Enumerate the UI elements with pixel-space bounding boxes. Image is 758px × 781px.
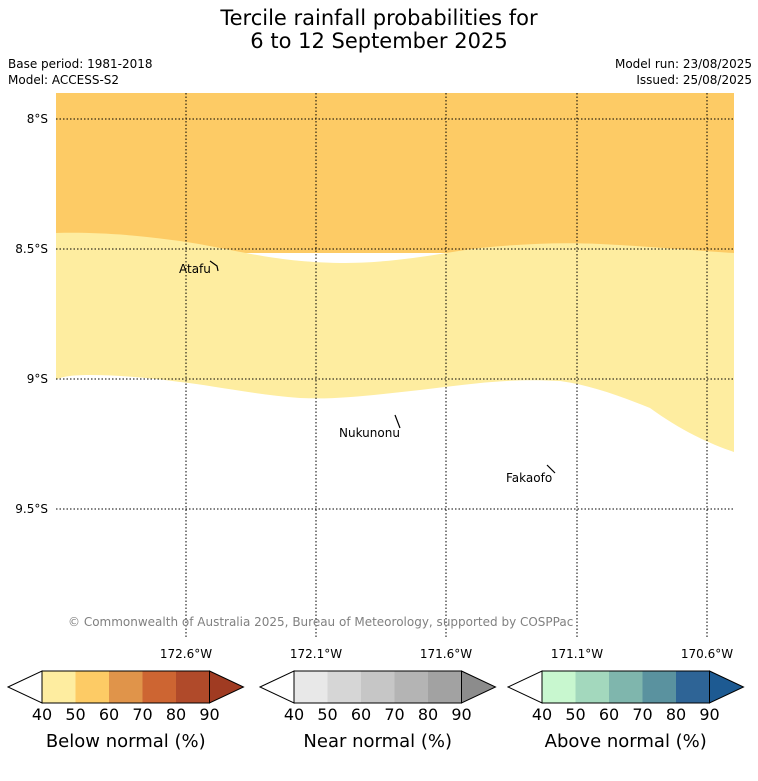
legend-near-swatch [294, 671, 328, 703]
map-title-line2: 6 to 12 September 2025 [250, 29, 508, 53]
legend-below-swatch [42, 671, 76, 703]
atafu-atoll-icon [209, 260, 219, 272]
lat-label-8-5s: 8.5°S [15, 242, 48, 256]
legend-above-under-arrow [506, 670, 543, 704]
legend-above-tick-label: 40 [532, 705, 552, 724]
legend-near-tick-label: 80 [418, 705, 438, 724]
graticule [56, 93, 734, 639]
legend-above-swatch [676, 671, 710, 703]
legend-above-swatch [609, 671, 643, 703]
lat-label-9-5s: 9.5°S [15, 502, 48, 516]
legend-near-normal: 40 50 60 70 80 90 Near normal (%) [258, 670, 497, 752]
legend-above-tick-label: 60 [599, 705, 619, 724]
lon-label-170-6w: 170.6°W [681, 647, 733, 661]
legend-near-under-arrow [258, 670, 295, 704]
legend-near-title: Near normal (%) [303, 731, 452, 752]
legend-above-frame [541, 670, 710, 704]
legend-above-title: Above normal (%) [545, 731, 707, 752]
legend-above-swatch [575, 671, 609, 703]
legend-above-tick-label: 70 [632, 705, 652, 724]
legend-near-tick-label: 70 [384, 705, 404, 724]
legend-above-over-arrow [709, 670, 745, 704]
legend-near-tick-label: 50 [317, 705, 337, 724]
fakaofo-atoll-icon [546, 464, 556, 474]
legend-above-normal: 40 50 60 70 80 90 Above normal (%) [506, 670, 745, 752]
model-name: Model: ACCESS-S2 [8, 73, 120, 87]
legend-below-tick-label: 40 [32, 705, 52, 724]
legend-near-swatch [428, 671, 462, 703]
legend-near-swatch [327, 671, 361, 703]
legend-below-tick-label: 70 [132, 705, 152, 724]
legend-above-tick-label: 80 [666, 705, 686, 724]
legend-below-normal: 40 50 60 70 80 90 Below normal (%) [6, 670, 245, 752]
lat-labels: 8°S 8.5°S 9°S 9.5°S [15, 112, 48, 516]
legend-above-tick-label: 90 [699, 705, 719, 724]
legend-above-tick-label: 50 [565, 705, 585, 724]
legend-below-under-arrow [6, 670, 43, 704]
legend-near-tick-label: 90 [451, 705, 471, 724]
legend-below-tick-label: 60 [99, 705, 119, 724]
place-label-nukunonu: Nukunonu [339, 426, 400, 440]
place-label-fakaofo: Fakaofo [506, 471, 552, 485]
issued-date: Issued: 25/08/2025 [636, 73, 752, 87]
region-below-50-60 [56, 93, 734, 253]
lon-labels: 172.6°W 172.1°W 171.6°W 171.1°W 170.6°W [160, 647, 733, 661]
legend-above-swatch [542, 671, 576, 703]
region-below-40-50 [56, 232, 734, 452]
legend-below-title: Below normal (%) [46, 731, 206, 752]
legend-below-tick-label: 80 [166, 705, 186, 724]
legend-near-over-arrow [461, 670, 497, 704]
legend-below-over-arrow [209, 670, 245, 704]
lat-label-9s: 9°S [27, 372, 48, 386]
legend-near-tick-label: 40 [284, 705, 304, 724]
nukunonu-atoll-icon [394, 414, 401, 429]
model-run: Model run: 23/08/2025 [614, 57, 752, 71]
legend-near-swatch [361, 671, 395, 703]
legend-near-tick-label: 60 [351, 705, 371, 724]
legend-below-tick-label: 90 [199, 705, 219, 724]
legend-above-swatch [642, 671, 676, 703]
legend-below-tick-label: 50 [65, 705, 85, 724]
legend-near-frame [293, 670, 462, 704]
place-label-atafu: Atafu [179, 262, 211, 276]
lon-label-172-1w: 172.1°W [290, 647, 342, 661]
base-period: Base period: 1981-2018 [8, 57, 153, 71]
lat-label-8s: 8°S [27, 112, 48, 126]
legend-below-swatch [109, 671, 143, 703]
map-panel: Atafu Nukunonu Fakaofo © Commonwealth of… [56, 93, 734, 639]
lon-label-172-6w: 172.6°W [160, 647, 212, 661]
legend-below-frame [41, 670, 210, 704]
legend-near-swatch [394, 671, 428, 703]
lon-label-171-1w: 171.1°W [551, 647, 603, 661]
legend-below-swatch [75, 671, 109, 703]
legend-below-swatch [142, 671, 176, 703]
map-title-line1: Tercile rainfall probabilities for [220, 6, 538, 30]
copyright-notice: © Commonwealth of Australia 2025, Bureau… [68, 615, 573, 629]
legend-below-swatch [176, 671, 210, 703]
lon-label-171-6w: 171.6°W [420, 647, 472, 661]
